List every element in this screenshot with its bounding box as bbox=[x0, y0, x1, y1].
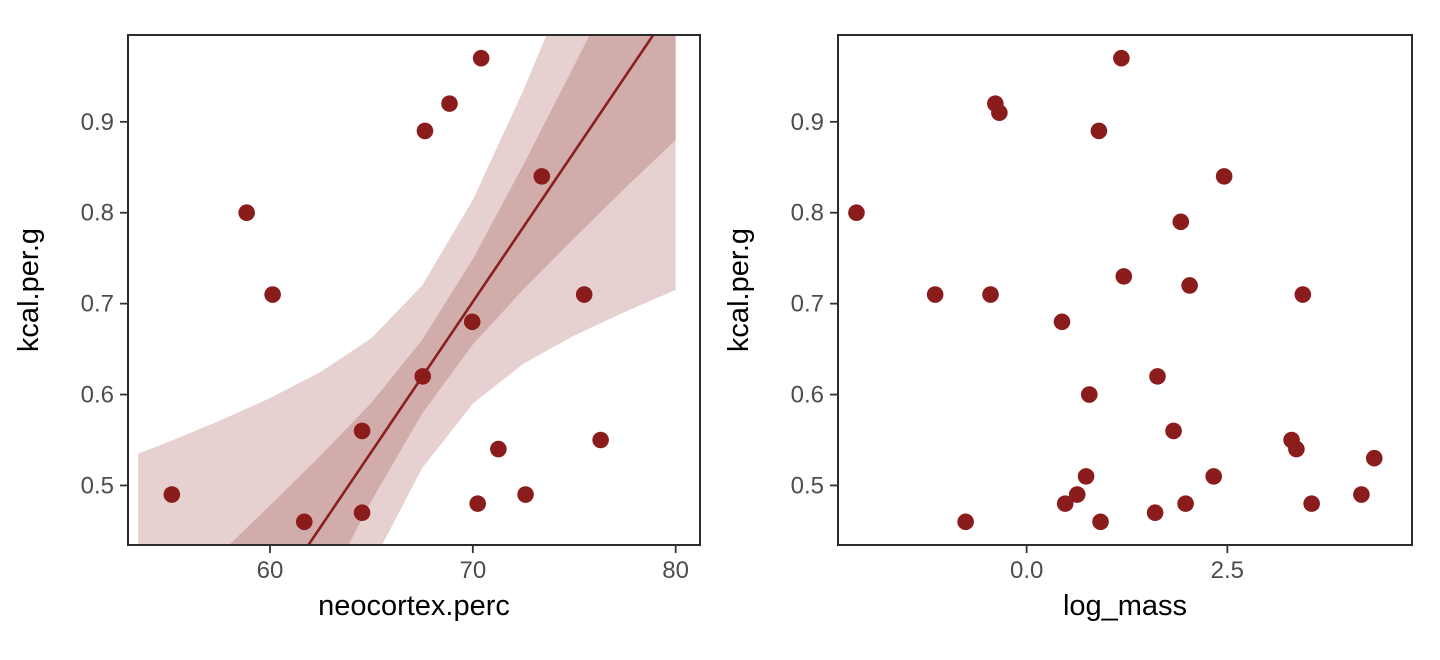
data-point bbox=[1294, 286, 1312, 303]
data-point bbox=[1092, 513, 1109, 531]
data-point bbox=[1172, 213, 1190, 231]
data-point bbox=[1080, 386, 1098, 403]
y-tick-label: 0.6 bbox=[791, 382, 824, 409]
x-tick-label: 60 bbox=[257, 557, 284, 584]
data-point bbox=[592, 431, 609, 449]
logmass-kcal-plot: 0.0 2.5 0.5 0.6 0.7 0.8 0.9 log_mass kcal.per.g bbox=[723, 34, 1413, 622]
data-point bbox=[238, 204, 255, 222]
data-point bbox=[1056, 495, 1074, 512]
confidence-ribbon-inner bbox=[229, 35, 676, 545]
y-tick-label: 0.9 bbox=[791, 109, 824, 136]
data-point bbox=[848, 204, 865, 222]
data-point bbox=[353, 504, 371, 522]
y-tick-label: 0.7 bbox=[791, 291, 824, 318]
y-tick-label: 0.9 bbox=[81, 109, 114, 136]
data-point bbox=[1177, 495, 1194, 512]
data-point bbox=[1146, 504, 1164, 522]
data-point bbox=[163, 486, 181, 503]
data-point bbox=[353, 422, 371, 440]
data-point bbox=[490, 440, 507, 458]
data-point bbox=[991, 104, 1008, 122]
data-point bbox=[1053, 313, 1071, 331]
neocortex-kcal-plot: 60 70 80 0.5 0.6 0.7 0.8 0.9 neocortex.perc kcal.… bbox=[13, 34, 701, 622]
y-tick-label: 0.6 bbox=[81, 382, 114, 409]
data-point bbox=[463, 313, 481, 331]
data-point bbox=[982, 286, 999, 303]
y-tick-label: 0.7 bbox=[81, 291, 114, 318]
data-point bbox=[441, 95, 458, 112]
data-point bbox=[469, 495, 486, 512]
x-axis-title: neocortex.perc bbox=[318, 590, 510, 622]
data-point bbox=[1288, 440, 1305, 458]
panel-border bbox=[127, 34, 701, 546]
regression-line bbox=[306, 35, 655, 545]
confidence-ribbon-outer bbox=[138, 35, 676, 545]
data-point bbox=[1303, 495, 1320, 512]
panel-border bbox=[837, 34, 1413, 546]
data-point bbox=[295, 513, 313, 531]
data-point bbox=[957, 513, 974, 531]
data-point bbox=[1165, 422, 1182, 440]
data-point bbox=[517, 486, 534, 503]
x-tick-label: 70 bbox=[459, 557, 486, 584]
data-point bbox=[1090, 122, 1108, 140]
data-point bbox=[472, 49, 490, 67]
y-axis-title: kcal.per.g bbox=[13, 228, 45, 352]
data-point bbox=[1077, 468, 1095, 485]
data-point bbox=[1181, 277, 1198, 294]
x-tick-label: 80 bbox=[662, 557, 689, 584]
data-point bbox=[533, 168, 551, 185]
data-point bbox=[1365, 449, 1383, 467]
data-point bbox=[264, 286, 281, 303]
data-point bbox=[1215, 168, 1233, 185]
panel-content bbox=[138, 35, 676, 545]
data-point bbox=[1113, 49, 1130, 67]
x-tick-label: 0.0 bbox=[1010, 557, 1043, 584]
data-point bbox=[1149, 368, 1166, 385]
x-tick-label: 2.5 bbox=[1211, 557, 1244, 584]
data-point bbox=[1115, 268, 1133, 285]
data-point bbox=[926, 286, 944, 303]
x-axis-title: log_mass bbox=[1063, 590, 1187, 622]
y-tick-label: 0.8 bbox=[791, 200, 824, 227]
y-axis-title: kcal.per.g bbox=[723, 228, 755, 352]
data-point bbox=[414, 368, 432, 385]
data-point bbox=[1353, 486, 1370, 503]
y-tick-label: 0.5 bbox=[81, 472, 114, 499]
data-point bbox=[575, 286, 593, 303]
y-tick-label: 0.8 bbox=[81, 200, 114, 227]
data-point bbox=[1068, 486, 1086, 503]
data-point bbox=[1205, 468, 1223, 485]
data-point bbox=[416, 122, 434, 140]
y-tick-label: 0.5 bbox=[791, 472, 824, 499]
